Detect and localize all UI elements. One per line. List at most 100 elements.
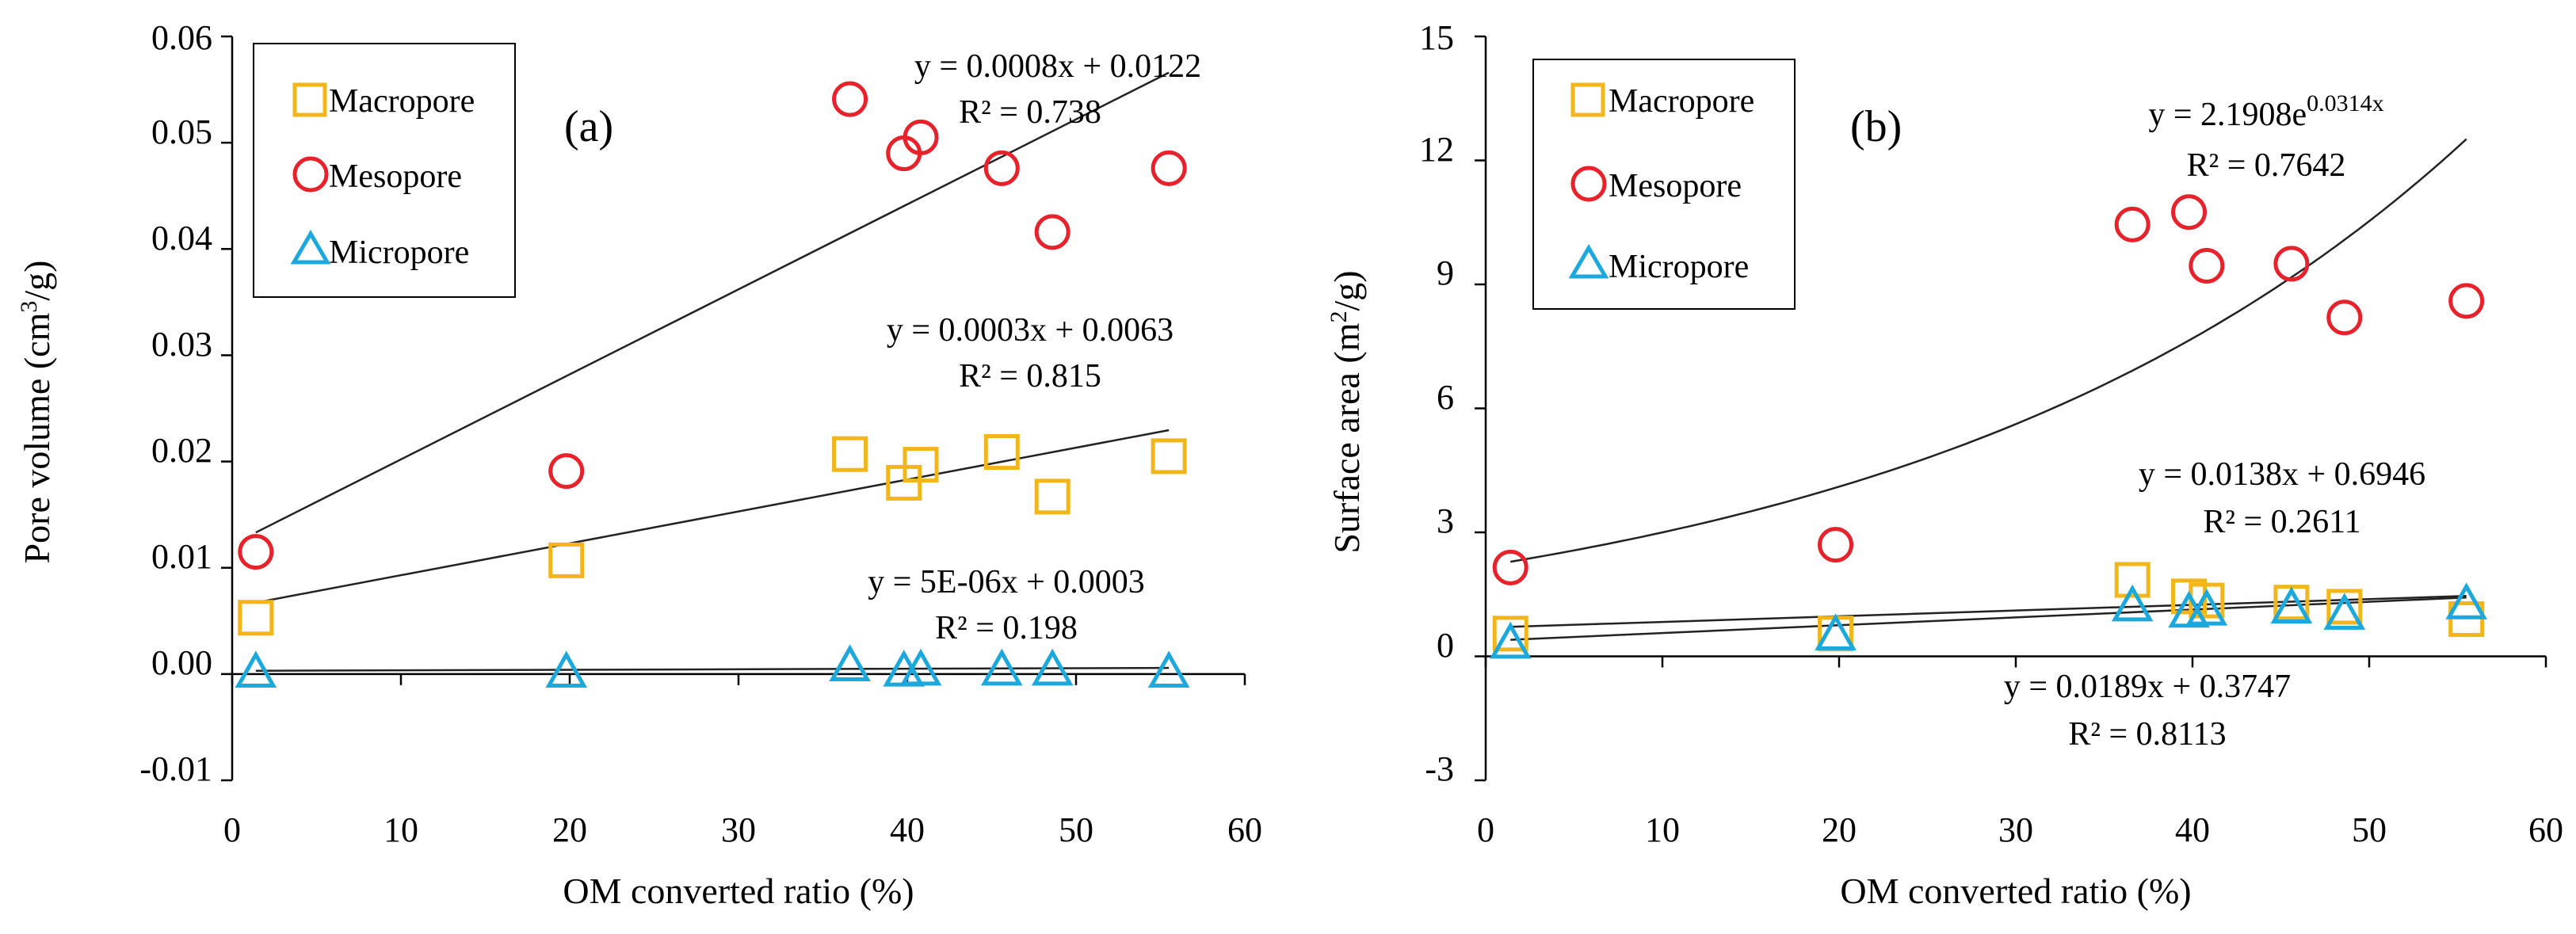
legend-macropore-marker [292,82,327,117]
micropore-fit-equation: y = 5E-06x + 0.0003 [868,564,1145,600]
legend-mesopore-marker [1570,166,1607,202]
micropore-fit-r2: R² = 0.198 [935,610,1078,646]
legend-mesopore-marker [292,156,329,193]
macropore-point [832,436,868,472]
x-tick-label: 40 [890,810,925,849]
mesopore-fit-r2: R² = 0.738 [959,94,1101,131]
mesopore-fit-equation: y = 2.1908e0.0314x [2148,90,2383,133]
y-tick-label: -0.01 [139,749,212,788]
x-tick-label: 30 [1998,810,2033,849]
mesopore-point [2326,299,2363,336]
micropore-fit-line [255,666,1170,672]
micropore-point [1815,613,1857,650]
legend-micropore-marker [290,230,331,265]
micropore-point [980,648,1023,686]
y-axis-title: Pore volume (cm3/g) [16,261,57,564]
macropore-fit-equation: y = 0.0138x + 0.6946 [2139,456,2425,493]
x-tick-label: 50 [2352,810,2387,849]
x-tick-label: 20 [1822,810,1857,849]
mesopore-fit-r2: R² = 0.7642 [2187,147,2346,184]
chart-panel-a: -0.01 0.00 0.01 0.02 0.03 0.04 0.05 0.06… [16,18,1262,911]
legend-micropore-label: Micropore [1609,249,1749,285]
y-tick-label: 6 [1437,378,1454,417]
panel-b-legend: Macropore Mesopore Micropore [1532,59,1796,310]
y-tick-label: 0 [1437,626,1454,665]
micropore-point [1147,650,1190,688]
mesopore-point [903,119,939,155]
x-tick-label: 10 [1645,810,1680,849]
macropore-fit-r2: R² = 0.2611 [2203,504,2360,540]
micropore-fit-equation: y = 0.0189x + 0.3747 [2004,669,2291,705]
mesopore-fit-equation: y = 0.0008x + 0.0122 [914,48,1201,85]
macropore-fit-line [1510,595,2467,628]
legend-macropore-marker [1570,82,1605,117]
x-tick-label: 50 [1059,810,1093,849]
mesopore-point [1034,214,1070,250]
y-tick-label: 0.02 [151,431,212,470]
x-tick-label: 20 [552,810,587,849]
legend-micropore-marker [1568,244,1609,279]
mesopore-point [1492,549,1528,585]
macropore-point [238,600,274,636]
macropore-point [2114,562,2150,598]
mesopore-fit-line [255,71,1170,534]
mesopore-point [2189,248,2225,284]
panel-a-xticks: 0 10 20 30 40 50 60 [223,810,1262,849]
x-tick-label: 60 [2528,810,2563,849]
x-tick-label: 30 [721,810,756,849]
panel-a-marks [221,35,1246,782]
y-tick-label: 9 [1437,254,1454,292]
micropore-point [1489,621,1532,659]
chart-panel-b: -3 0 3 6 9 12 15 0 10 20 30 40 50 60 OM … [1326,18,2563,911]
y-tick-label: 0.04 [151,219,212,257]
mesopore-point [1151,150,1187,186]
macropore-point [1151,438,1187,475]
y-tick-label: 0.01 [151,537,212,576]
panel-a-yticks: -0.01 0.00 0.01 0.02 0.03 0.04 0.05 0.06 [139,18,212,788]
mesopore-point [832,81,868,117]
legend-mesopore-label: Mesopore [329,158,462,195]
macropore-fit-r2: R² = 0.815 [959,358,1101,395]
mesopore-point [2114,206,2150,242]
macropore-point [548,542,585,578]
mesopore-point [548,453,585,490]
micropore-point [2323,593,2366,630]
y-tick-label: 3 [1437,501,1454,540]
micropore-fit-r2: R² = 0.8113 [2068,716,2226,753]
mesopore-point [983,150,1020,186]
mesopore-point [2273,246,2310,282]
micropore-point [545,650,588,688]
micropore-point [2185,589,2228,626]
micropore-point [1031,648,1074,686]
x-axis-title: OM converted ratio (%) [563,871,914,911]
panel-a-legend: Macropore Mesopore Micropore [253,43,516,298]
legend-macropore-label: Macropore [329,83,475,120]
mesopore-point [2171,194,2208,231]
y-tick-label: 12 [1419,130,1454,169]
y-tick-label: 0.05 [151,112,212,151]
legend-macropore-label: Macropore [1609,83,1754,120]
panel-b-label: (b) [1850,102,1902,151]
panel-b-yticks: -3 0 3 6 9 12 15 [1419,18,1454,788]
y-axis-title: Surface area (m2/g) [1326,270,1367,553]
micropore-point [899,648,942,686]
micropore-point [2445,582,2487,619]
micropore-point [235,650,277,688]
micropore-point [2270,586,2313,624]
mesopore-point [238,534,274,570]
y-tick-label: 0.00 [151,643,212,682]
x-tick-label: 0 [223,810,241,849]
y-tick-label: 15 [1419,18,1454,57]
x-tick-label: 60 [1227,810,1262,849]
x-axis-title: OM converted ratio (%) [1840,871,2191,911]
x-tick-label: 10 [384,810,418,849]
legend-micropore-label: Micropore [329,234,469,271]
macropore-point [1492,616,1528,652]
panel-a-label: (a) [564,102,613,151]
mesopore-point [1818,527,1854,563]
micropore-fit-line [1510,596,2467,641]
macropore-fit-equation: y = 0.0003x + 0.0063 [887,312,1174,349]
legend-mesopore-label: Mesopore [1609,168,1742,204]
y-tick-label: -3 [1425,749,1454,788]
micropore-point [829,644,871,681]
